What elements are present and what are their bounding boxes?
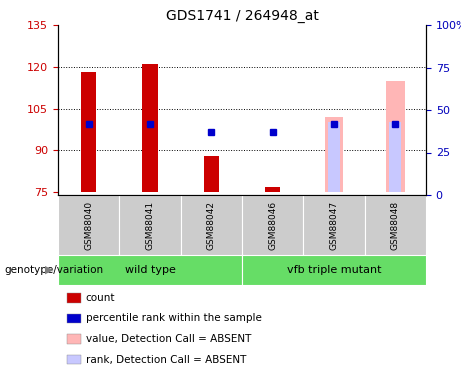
Bar <box>242 195 303 255</box>
Bar <box>181 195 242 255</box>
Text: GSM88046: GSM88046 <box>268 200 277 250</box>
Text: value, Detection Call = ABSENT: value, Detection Call = ABSENT <box>86 334 251 344</box>
Text: genotype/variation: genotype/variation <box>5 265 104 275</box>
Bar <box>119 195 181 255</box>
Bar <box>303 195 365 255</box>
Bar <box>142 64 158 192</box>
Text: GSM88048: GSM88048 <box>391 200 400 250</box>
Text: wild type: wild type <box>124 265 176 275</box>
Bar <box>328 122 340 192</box>
Bar <box>386 81 405 192</box>
Bar <box>325 117 343 192</box>
Bar <box>242 255 426 285</box>
Bar <box>265 187 280 192</box>
Text: vfb triple mutant: vfb triple mutant <box>287 265 381 275</box>
Bar <box>365 195 426 255</box>
Text: ▶: ▶ <box>45 265 53 275</box>
Text: GSM88042: GSM88042 <box>207 201 216 249</box>
Text: GSM88047: GSM88047 <box>330 200 338 250</box>
Text: GSM88040: GSM88040 <box>84 200 93 250</box>
Bar <box>58 255 242 285</box>
Bar <box>389 122 402 192</box>
Bar <box>58 195 119 255</box>
Title: GDS1741 / 264948_at: GDS1741 / 264948_at <box>165 9 319 22</box>
Text: count: count <box>86 292 115 303</box>
Bar <box>81 72 96 192</box>
Text: percentile rank within the sample: percentile rank within the sample <box>86 313 261 323</box>
Text: GSM88041: GSM88041 <box>146 200 154 250</box>
Text: rank, Detection Call = ABSENT: rank, Detection Call = ABSENT <box>86 354 246 364</box>
Bar <box>204 156 219 192</box>
